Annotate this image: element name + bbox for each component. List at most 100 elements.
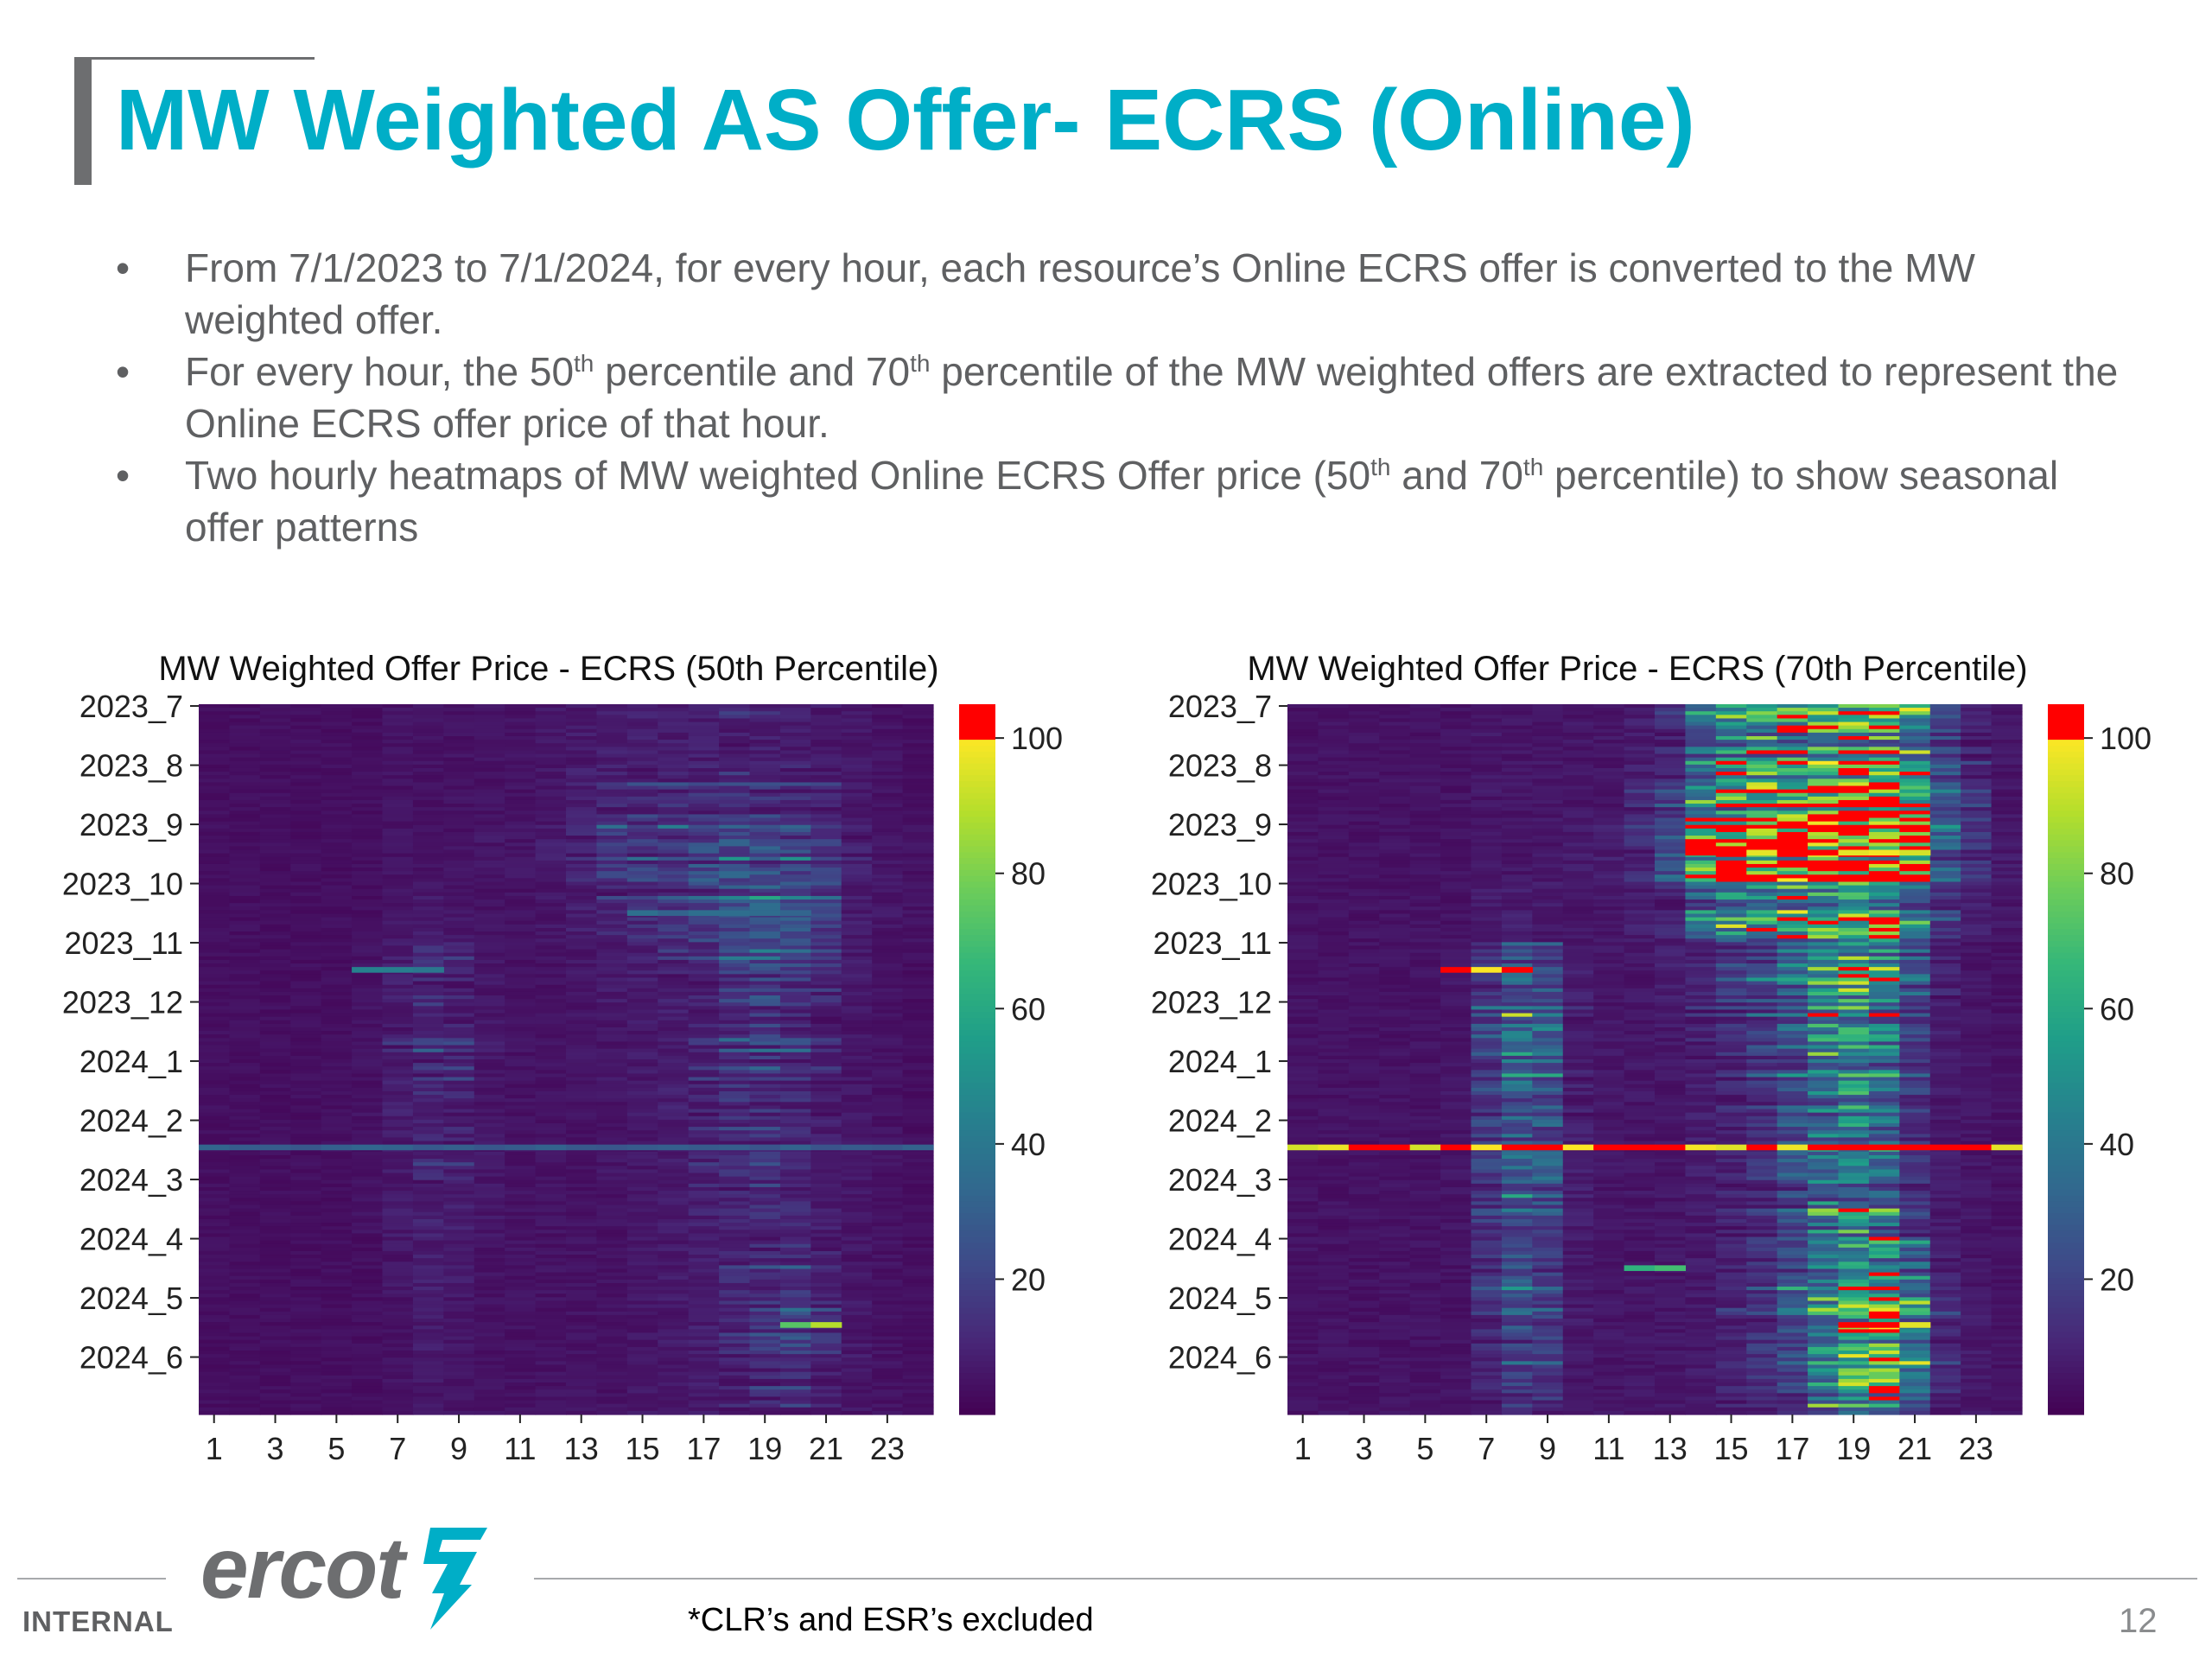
heatmap-cell [382,1098,414,1103]
heatmap-cell [535,984,567,989]
heatmap-cell [505,846,537,851]
heatmap-cell [199,1243,231,1249]
heatmap-cell [596,1027,628,1032]
heatmap-cell [352,1063,384,1067]
heatmap-cell [841,1041,873,1046]
heatmap-cell [199,831,231,836]
heatmap-cell [352,1247,384,1252]
heatmap-cell [658,711,690,715]
heatmap-cell [841,1090,873,1096]
heatmap-cell [719,995,751,1000]
heatmap-cell [719,1361,751,1366]
heatmap-cell [779,853,811,858]
heatmap-cell [841,796,873,801]
heatmap-cell [505,1137,537,1142]
heatmap-cell [321,747,353,752]
heatmap-cell [382,1087,414,1092]
heatmap-cell [290,1364,322,1370]
heatmap-cell [474,888,505,893]
heatmap-cell [412,885,444,890]
heatmap-cell [810,1023,842,1028]
heatmap-cell [535,1077,567,1082]
heatmap-highlight-cell [505,1144,537,1151]
heatmap-cell [505,1215,537,1220]
heatmap-cell [290,1077,322,1082]
heatmap-cell [596,1159,628,1163]
heatmap-cell [841,924,873,929]
heatmap-cell [382,1230,414,1234]
heatmap-cell [352,913,384,918]
heatmap-cell [290,1194,322,1198]
heatmap-cell [810,856,842,861]
heatmap-cell [658,1034,690,1039]
heatmap-cell [229,895,261,900]
heatmap-cell [535,1354,567,1358]
heatmap-cell [566,949,598,954]
heatmap-cell [658,757,690,762]
heatmap-cell [688,728,720,734]
heatmap-cell [505,1059,537,1064]
heatmap-cell [872,1319,904,1323]
heatmap-cell [566,767,598,772]
heatmap-cell [719,1319,751,1323]
heatmap-cell [810,970,842,975]
heatmap-cell [688,1186,720,1192]
heatmap-cell [505,931,537,936]
heatmap-cell [505,1386,537,1390]
heatmap-cell [321,1198,353,1202]
heatmap-cell [505,1378,537,1383]
heatmap-cell [596,1279,628,1284]
heatmap-cell [749,1250,781,1255]
heatmap-cell [902,779,934,784]
heatmap-cell [902,1070,934,1075]
heatmap-cell [321,740,353,744]
heatmap-cell [779,846,811,851]
heatmap-cell [259,740,291,744]
heatmap-cell [872,1403,904,1408]
heatmap-cell [199,1173,231,1178]
heatmap-cell [535,721,567,727]
heatmap-cell [290,1223,322,1227]
heatmap-cell [810,732,842,737]
colorbar-segment [959,798,995,806]
heatmap-cell [321,1247,353,1252]
heatmap-cell [199,1084,231,1089]
heatmap-cell [259,1055,291,1060]
heatmap-cell [779,842,811,847]
heatmap-cell [382,1368,414,1373]
heatmap-cell [321,711,353,715]
heatmap-cell [810,1346,842,1351]
heatmap-cell [321,977,353,982]
heatmap-cell [658,938,690,943]
heatmap-cell [841,1112,873,1117]
heatmap-cell [412,708,444,712]
heatmap-cell [779,1307,811,1313]
heatmap-cell [474,1307,505,1313]
heatmap-cell [688,1236,720,1242]
heatmap-cell [902,711,934,715]
heatmap-cell [290,1013,322,1018]
heatmap-cell [259,708,291,712]
heatmap-cell [872,764,904,769]
heatmap-cell [382,956,414,961]
heatmap-cell [566,1016,598,1021]
heatmap-cell [749,1255,781,1259]
heatmap-cell [259,853,291,858]
heatmap-cell [535,842,567,847]
heatmap-highlight-cell [779,1144,811,1151]
heatmap-cell [229,708,261,712]
heatmap-cell [412,740,444,744]
heatmap-cell [505,984,537,989]
heatmap-cell [321,1048,353,1053]
heatmap-cell [321,753,353,759]
heatmap-cell [749,991,781,996]
heatmap-cell [352,1236,384,1242]
heatmap-cell [229,747,261,752]
heatmap-cell [474,1389,505,1394]
heatmap-cell [749,924,781,929]
heatmap-cell [443,1154,475,1160]
heatmap-cell [841,868,873,872]
heatmap-highlight-cell [229,1144,261,1151]
heatmap-cell [535,945,567,950]
heatmap-cell [841,1230,873,1234]
